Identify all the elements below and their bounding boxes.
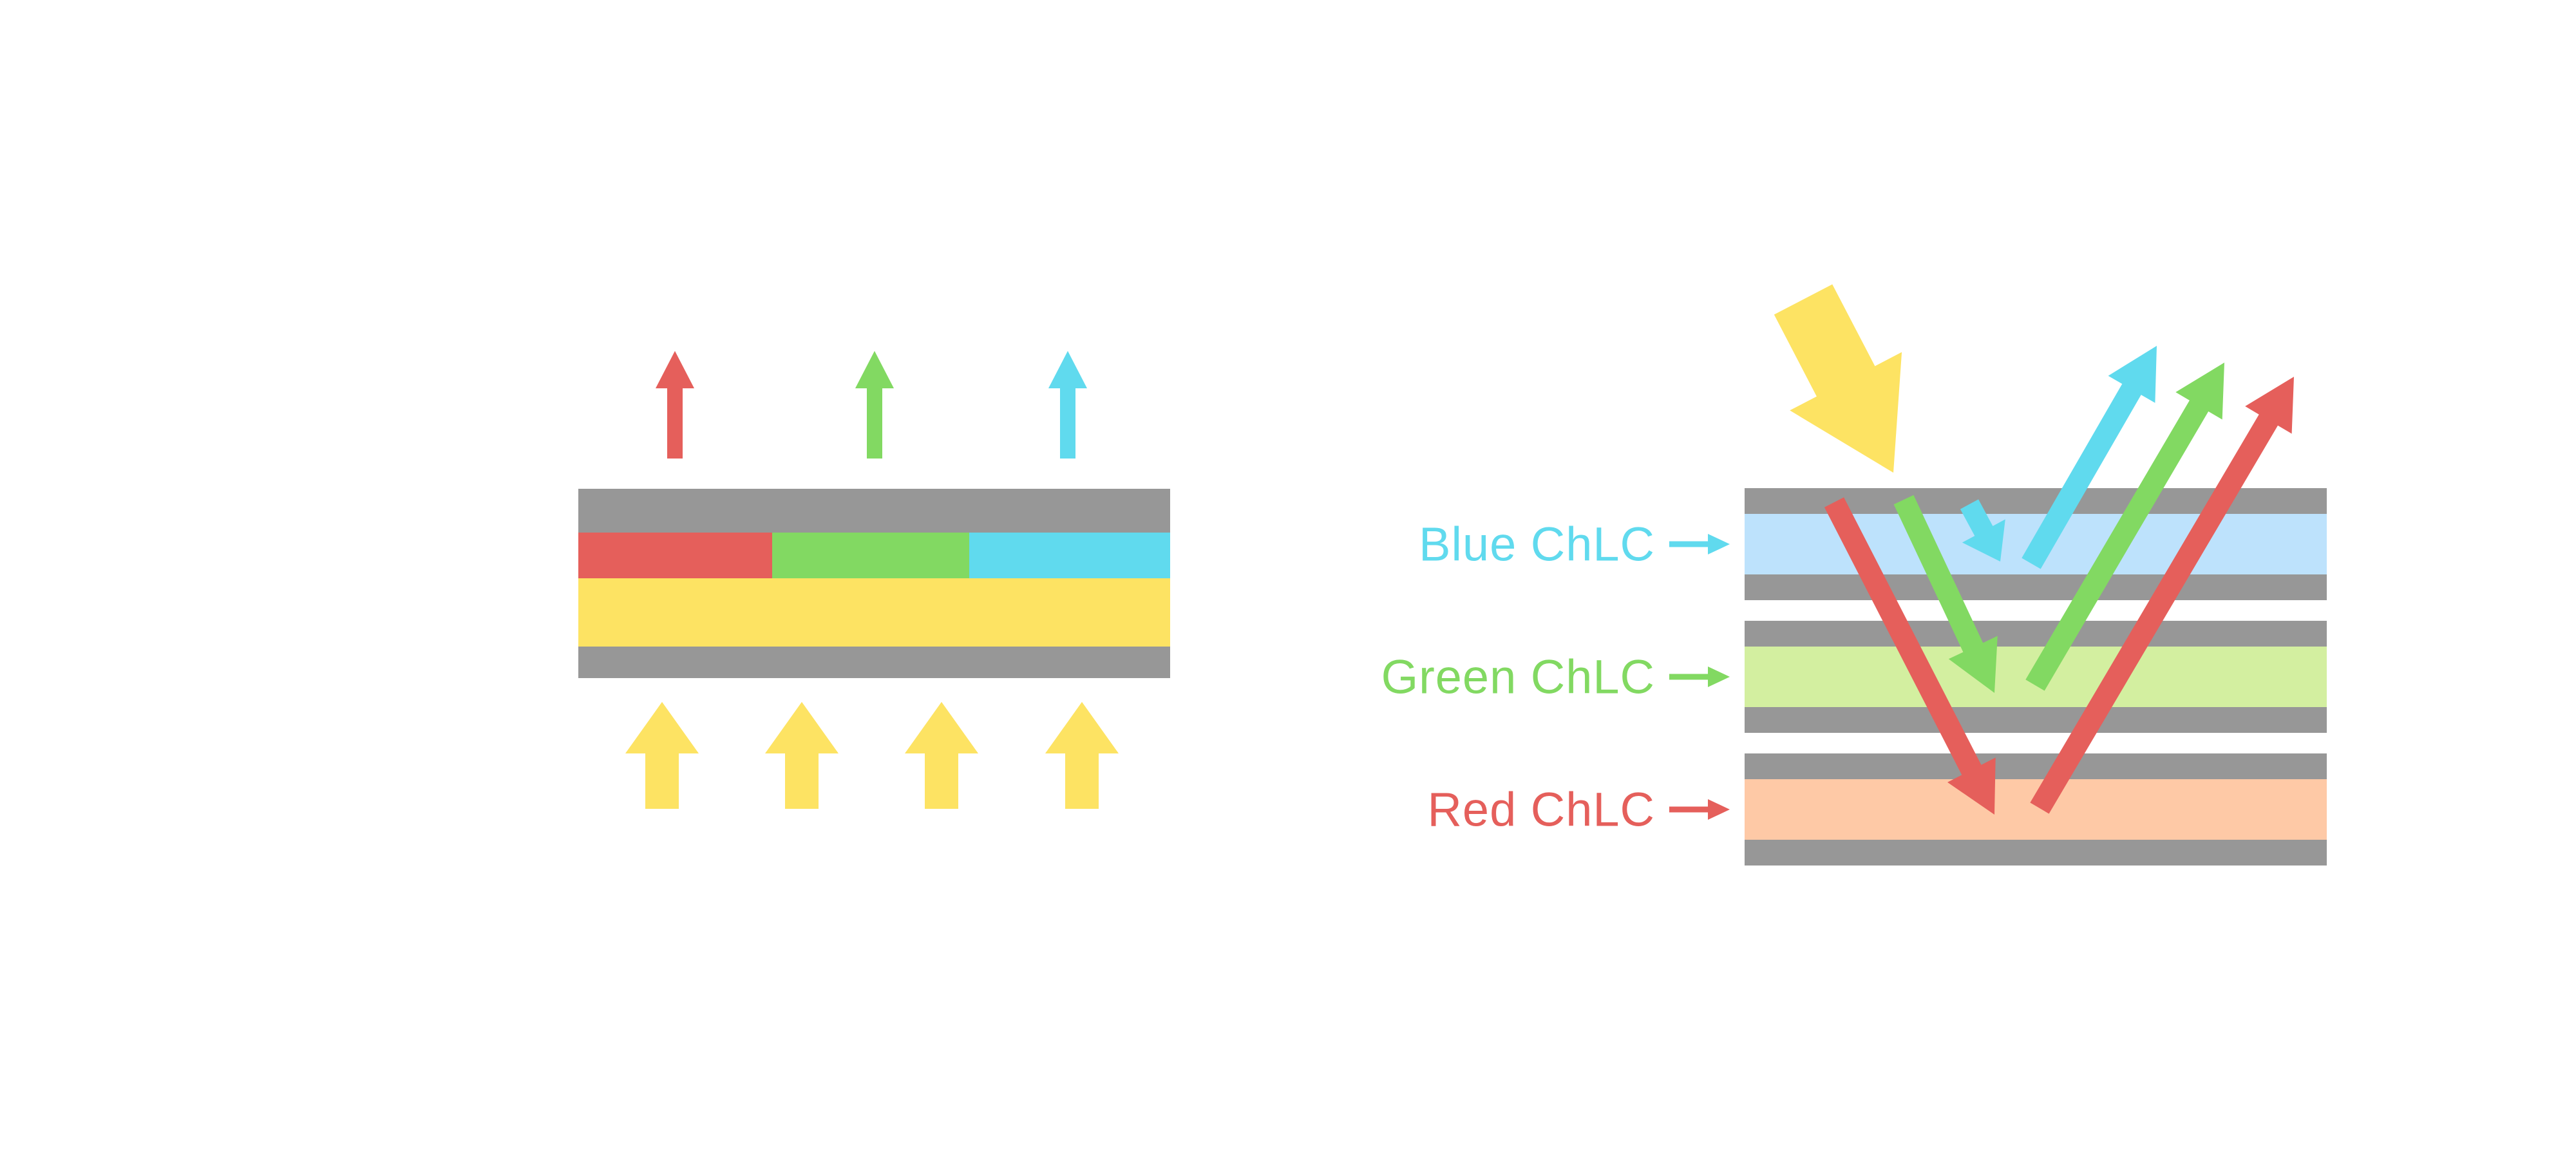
cyan-filter-segment: [969, 533, 1170, 578]
green-cell-bottom-glass: [1745, 707, 2327, 733]
red-cell-top-glass: [1745, 753, 2327, 779]
white-light-incident-arrow: [1774, 284, 1902, 473]
green-filter-segment: [772, 533, 969, 578]
backlight-arrow-2: [765, 702, 838, 809]
red-reflected-ray: [2030, 377, 2294, 814]
red-chlc-layer: [1745, 779, 2327, 840]
red-label-arrow: [1669, 799, 1730, 820]
backlight-arrow-4: [1045, 702, 1119, 809]
green-label-arrow: [1669, 667, 1730, 687]
blue-cell-bottom-glass: [1745, 574, 2327, 600]
green-cell-top-glass: [1745, 621, 2327, 647]
green-penetrating-ray: [1893, 495, 1998, 693]
cyan-reflected-ray: [2022, 346, 2157, 569]
green-reflected-ray: [2025, 363, 2224, 691]
cyan-emitted-arrow: [1048, 351, 1087, 459]
backlight-arrow-3: [905, 702, 978, 809]
bottom-substrate-bar: [578, 647, 1170, 678]
red-filter-segment: [578, 533, 772, 578]
cyan-penetrating-ray: [1960, 499, 2005, 562]
top-substrate-bar: [578, 489, 1170, 533]
green-emitted-arrow: [855, 351, 894, 459]
blue-label-arrow: [1669, 534, 1730, 554]
stacked-chlc-reflection-diagram: Blue ChLC Green ChLC Red ChLC: [1381, 284, 2327, 866]
backlight-arrow-1: [625, 702, 699, 809]
red-cell-bottom-glass: [1745, 840, 2327, 866]
red-penetrating-ray: [1824, 497, 1996, 815]
backlight-layer: [578, 578, 1170, 647]
green-chlc-label: Green ChLC: [1381, 650, 1655, 704]
red-chlc-label: Red ChLC: [1427, 783, 1655, 837]
blue-chlc-label: Blue ChLC: [1419, 518, 1655, 571]
red-emitted-arrow: [656, 351, 694, 459]
backlit-rgb-filter-diagram: [578, 351, 1170, 809]
